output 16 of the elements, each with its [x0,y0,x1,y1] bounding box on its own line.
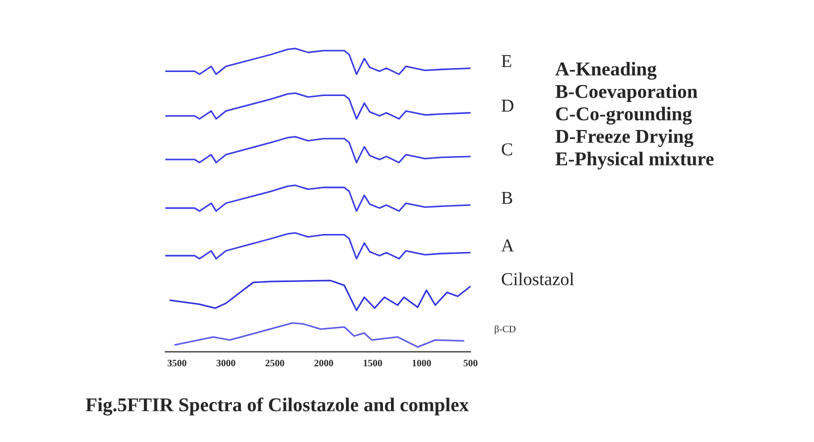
x-tick-label: 2000 [314,360,334,366]
x-tick-label: 1500 [364,360,382,366]
series-label: E [502,55,512,67]
series-label: Cilostazol [502,272,574,286]
series-label: D [502,100,514,112]
x-tick-label: 3000 [216,360,236,366]
x-tick-label: 3500 [168,360,186,366]
x-tick-label: 500 [464,360,478,366]
text: A-Kneading B-Coevaporation C-Co-grounding D-Freeze Drying E-Physical mixture [555,62,714,170]
x-tick-label: 2500 [266,360,284,366]
series-label: C [502,143,512,156]
series-label: B [502,192,512,204]
x-tick-label: 1000 [412,360,431,366]
text: β-CD [494,325,516,334]
series-label: A [501,240,514,252]
caption: Fig.5FTIR Spectra of Cilostazole and complex [86,397,469,416]
